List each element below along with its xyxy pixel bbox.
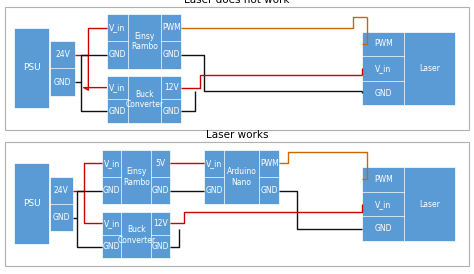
Text: 12V: 12V xyxy=(153,219,168,228)
Text: PWM: PWM xyxy=(260,159,279,168)
Text: V_in: V_in xyxy=(375,64,392,73)
Text: V_in: V_in xyxy=(104,159,120,168)
Text: PWM: PWM xyxy=(162,23,181,32)
Text: 24V: 24V xyxy=(54,186,69,195)
Text: Laser: Laser xyxy=(419,64,440,73)
Text: GND: GND xyxy=(54,78,71,87)
Text: GND: GND xyxy=(374,224,392,233)
Bar xyxy=(102,150,170,204)
Text: PWM: PWM xyxy=(374,175,392,184)
Bar xyxy=(363,32,456,105)
Text: 5V: 5V xyxy=(155,159,165,168)
Text: GND: GND xyxy=(152,242,169,251)
Bar xyxy=(107,14,181,68)
Text: GND: GND xyxy=(109,107,126,116)
Bar xyxy=(14,163,49,244)
Bar xyxy=(102,212,170,258)
Bar xyxy=(14,28,49,108)
Text: Einsy
Rambo: Einsy Rambo xyxy=(131,32,158,51)
Text: V_in: V_in xyxy=(375,200,392,209)
Text: GND: GND xyxy=(260,186,278,195)
Bar xyxy=(363,167,456,241)
Text: GND: GND xyxy=(103,242,120,251)
Text: GND: GND xyxy=(53,213,70,222)
Text: V_in: V_in xyxy=(104,219,120,228)
Bar xyxy=(107,76,181,123)
Text: Einsy
Rambo: Einsy Rambo xyxy=(123,167,150,187)
Title: Laser works: Laser works xyxy=(206,130,268,140)
Text: PSU: PSU xyxy=(23,63,40,72)
Text: 24V: 24V xyxy=(55,50,70,59)
Text: GND: GND xyxy=(163,107,180,116)
Text: GND: GND xyxy=(163,50,180,59)
Text: GND: GND xyxy=(205,186,223,195)
Text: PWM: PWM xyxy=(374,39,392,48)
Text: GND: GND xyxy=(103,186,120,195)
Bar xyxy=(204,150,279,204)
Text: Laser: Laser xyxy=(419,200,440,209)
Bar xyxy=(50,177,73,231)
Text: GND: GND xyxy=(109,50,126,59)
Bar xyxy=(50,41,75,96)
Text: Arduino
Nano: Arduino Nano xyxy=(227,167,256,187)
Text: V_in: V_in xyxy=(109,83,126,92)
Text: V_in: V_in xyxy=(109,23,126,32)
Text: PSU: PSU xyxy=(23,199,40,208)
Text: V_in: V_in xyxy=(206,159,222,168)
Text: Buck
Converter: Buck Converter xyxy=(117,225,155,245)
Text: Buck
Converter: Buck Converter xyxy=(126,90,164,109)
Text: GND: GND xyxy=(374,89,392,98)
Title: Laser does not work: Laser does not work xyxy=(184,0,290,5)
Text: GND: GND xyxy=(152,186,169,195)
Text: 12V: 12V xyxy=(164,83,179,92)
